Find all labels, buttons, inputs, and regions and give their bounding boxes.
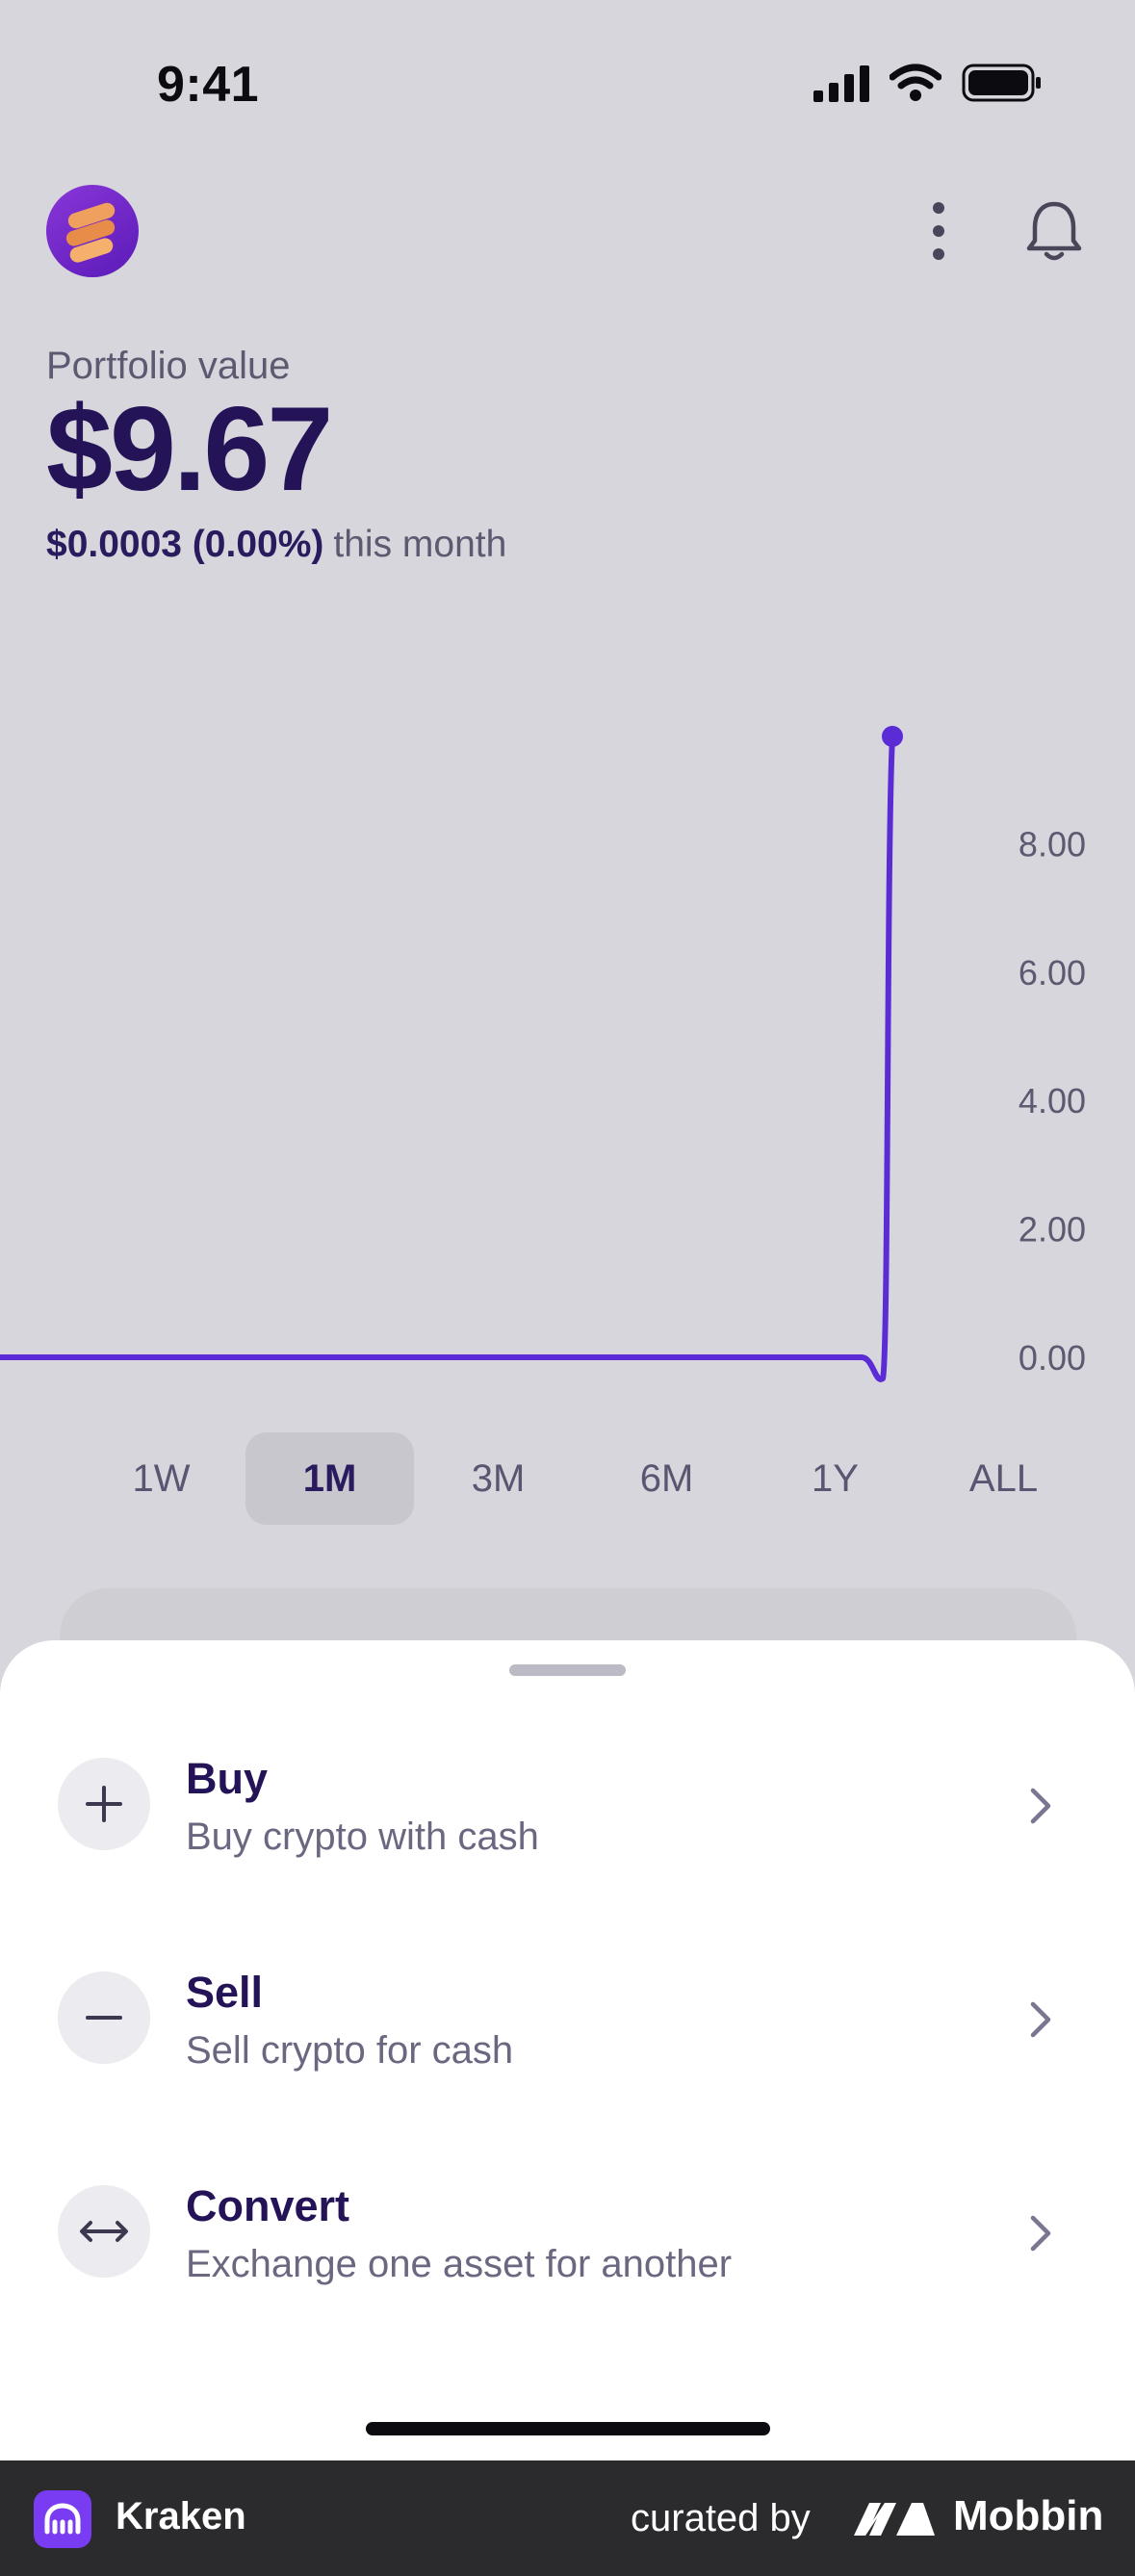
buy-title: Buy [186,1754,269,1803]
more-vertical-icon[interactable] [924,200,953,262]
mobbin-logo-icon [854,2503,935,2536]
wifi-icon [890,64,942,101]
action-sheet [0,1640,1135,2460]
swap-arrows-icon [58,2185,150,2278]
buy-subtitle: Buy crypto with cash [186,1816,539,1858]
portfolio-change: $0.0003 (0.00%) this month [46,524,506,566]
avatar[interactable] [46,185,139,277]
plus-icon [58,1758,150,1850]
latest-point-marker [882,726,903,747]
avatar-illustration-icon [65,202,116,263]
range-1m[interactable]: 1M [245,1432,414,1525]
range-3m[interactable]: 3M [471,1456,526,1500]
sell-action[interactable]: Sell Sell crypto for cash [0,1933,1135,2106]
footer-app-name: Kraken [116,2495,246,2537]
convert-action[interactable]: Convert Exchange one asset for another [0,2147,1135,2320]
time-range-selector: 1W 1M 3M 6M 1Y ALL [77,1432,1059,1525]
portfolio-change-period: this month [333,524,507,565]
status-time: 9:41 [157,57,260,113]
portfolio-label: Portfolio value [46,345,291,387]
kraken-logo-icon [34,2490,91,2548]
range-all[interactable]: ALL [968,1456,1039,1500]
footer-curated-by: curated by [631,2497,811,2539]
y-tick-label: 2.00 [1019,1210,1086,1249]
portfolio-line [0,734,895,1382]
minus-icon [58,1971,150,2064]
footer-brand: Mobbin [953,2492,1104,2539]
convert-subtitle: Exchange one asset for another [186,2243,733,2285]
bell-icon[interactable] [1023,198,1085,264]
chevron-right-icon [1030,2215,1051,2252]
sheet-grabber[interactable] [509,1664,626,1676]
y-tick-label: 4.00 [1019,1081,1086,1121]
footer-bar: Kraken curated by Mobbin [0,2460,1135,2576]
range-1w[interactable]: 1W [132,1456,191,1500]
portfolio-value: $9.67 [46,383,333,516]
range-1y[interactable]: 1Y [812,1456,859,1500]
sell-subtitle: Sell crypto for cash [186,2029,514,2072]
chevron-right-icon [1030,2001,1051,2038]
y-tick-label: 0.00 [1019,1338,1086,1378]
battery-icon [962,64,1041,102]
y-tick-label: 8.00 [1019,824,1086,863]
cellular-signal-icon [813,65,869,102]
convert-title: Convert [186,2181,350,2230]
buy-action[interactable]: Buy Buy crypto with cash [0,1719,1135,1893]
range-6m[interactable]: 6M [639,1456,694,1500]
chevron-right-icon [1030,1788,1051,1824]
sell-title: Sell [186,1968,264,2017]
portfolio-change-amount: $0.0003 (0.00%) [46,524,324,565]
home-indicator [366,2422,770,2435]
y-tick-label: 6.00 [1019,953,1086,992]
portfolio-chart[interactable]: 8.00 6.00 4.00 2.00 0.00 [0,664,1135,1405]
